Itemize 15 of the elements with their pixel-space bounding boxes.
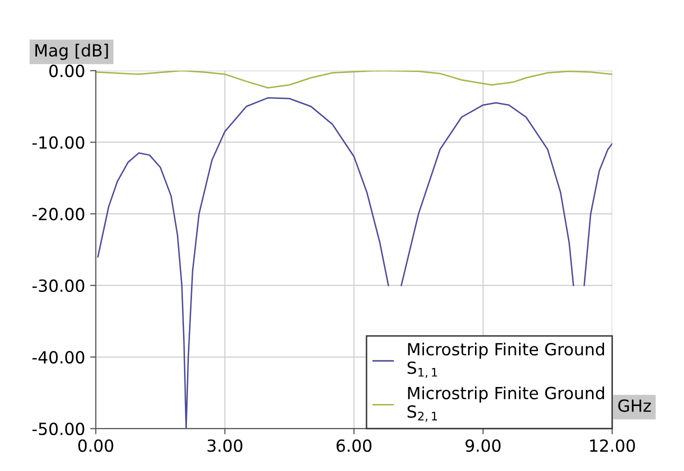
- y-tick-label: -40.00: [32, 350, 84, 364]
- x-tick-label: 6.00: [336, 439, 372, 452]
- legend-label: Microstrip Finite Ground S$_{2,1}$: [408, 386, 604, 422]
- y-tick-label: 0.00: [49, 64, 84, 78]
- x-tick-label: 0.00: [78, 439, 114, 452]
- x-tick-label: 9.00: [466, 439, 501, 452]
- y-axis-title: Mag [dB]: [35, 44, 108, 60]
- y-tick-label: -50.00: [32, 422, 84, 436]
- x-tick-label: 12.00: [590, 439, 635, 452]
- x-axis-title: GHz: [618, 399, 651, 412]
- y-tick-label: -10.00: [32, 136, 84, 149]
- y-tick-label: -30.00: [32, 279, 84, 292]
- legend-label: Microstrip Finite Ground S$_{1,1}$: [408, 342, 604, 378]
- x-tick-label: 3.00: [208, 439, 242, 452]
- y-tick-label: -20.00: [32, 208, 84, 220]
